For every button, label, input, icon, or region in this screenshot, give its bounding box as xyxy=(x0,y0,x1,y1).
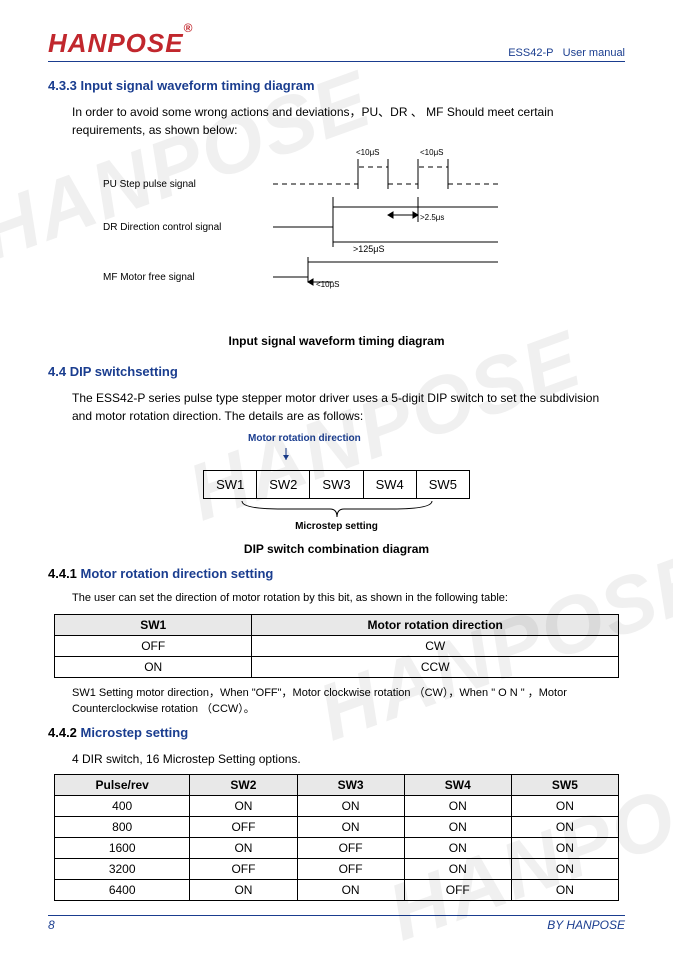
dip-top-arrow xyxy=(266,446,466,460)
brace-icon xyxy=(222,499,452,521)
section-num: 4.4.1 xyxy=(48,566,77,581)
dip-cell-sw3: SW3 xyxy=(310,471,363,498)
section-442-intro: 4 DIR switch, 16 Microstep Setting optio… xyxy=(72,750,619,768)
section-name: Microstep setting xyxy=(81,725,189,740)
section-44-intro: The ESS42-P series pulse type stepper mo… xyxy=(72,389,619,425)
dip-diagram: SW1 SW2 SW3 SW4 SW5 Microstep setting xyxy=(48,470,625,532)
dip-cell-sw1: SW1 xyxy=(204,471,257,498)
table-441-wrap: SW1 Motor rotation direction OFF CW ON C… xyxy=(54,614,619,678)
logo: HANPOSE® xyxy=(48,28,193,59)
header-right: ESS42-P User manual xyxy=(508,47,625,59)
timing-diagram: PU Step pulse signal DR Direction contro… xyxy=(98,147,578,317)
dip-cell-sw2: SW2 xyxy=(257,471,310,498)
microstep-label: Microstep setting xyxy=(48,521,625,532)
dip-top-label: Motor rotation direction xyxy=(248,433,625,444)
svg-text:<10μS: <10μS xyxy=(356,148,380,157)
section-441-intro: The user can set the direction of motor … xyxy=(72,591,619,606)
table-442-wrap: Pulse/rev SW2 SW3 SW4 SW5 400ONONONON 80… xyxy=(54,774,619,901)
dip-cell-sw4: SW4 xyxy=(364,471,417,498)
footer-by: BY HANPOSE xyxy=(547,918,625,932)
table-row: 3200OFFOFFONON xyxy=(55,859,619,880)
product-code: ESS42-P xyxy=(508,47,553,59)
table-row: Pulse/rev SW2 SW3 SW4 SW5 xyxy=(55,775,619,796)
table-row: 800OFFONONON xyxy=(55,817,619,838)
section-name: Input signal waveform timing diagram xyxy=(81,78,315,93)
logo-text: HANPOSE xyxy=(48,28,184,58)
dip-caption: DIP switch combination diagram xyxy=(48,542,625,556)
svg-text:<10μS: <10μS xyxy=(420,148,444,157)
th-sw1: SW1 xyxy=(55,615,252,636)
section-441-title: 4.4.1 Motor rotation direction setting xyxy=(48,566,625,581)
section-num: 4.3.3 xyxy=(48,78,77,93)
table-row: SW1 Motor rotation direction xyxy=(55,615,619,636)
section-name: DIP switchsetting xyxy=(70,364,178,379)
page-number: 8 xyxy=(48,918,55,932)
mf-label: MF Motor free signal xyxy=(103,272,195,283)
dip-cell-sw5: SW5 xyxy=(417,471,469,498)
section-44-title: 4.4 DIP switchsetting xyxy=(48,364,625,379)
table-row: 400ONONONON xyxy=(55,796,619,817)
svg-text:<10μS: <10μS xyxy=(316,280,340,289)
section-name: Motor rotation direction setting xyxy=(81,566,274,581)
header: HANPOSE® ESS42-P User manual xyxy=(48,28,625,62)
th-dir: Motor rotation direction xyxy=(252,615,619,636)
table-row: 1600ONOFFONON xyxy=(55,838,619,859)
table-442: Pulse/rev SW2 SW3 SW4 SW5 400ONONONON 80… xyxy=(54,774,619,901)
footer: 8 BY HANPOSE xyxy=(48,915,625,932)
section-433-title: 4.3.3 Input signal waveform timing diagr… xyxy=(48,78,625,93)
pu-label: PU Step pulse signal xyxy=(103,179,196,190)
section-num: 4.4 xyxy=(48,364,66,379)
table-441: SW1 Motor rotation direction OFF CW ON C… xyxy=(54,614,619,678)
section-num: 4.4.2 xyxy=(48,725,77,740)
logo-mark: ® xyxy=(184,21,194,35)
table-row: OFF CW xyxy=(55,636,619,657)
dip-row: SW1 SW2 SW3 SW4 SW5 xyxy=(203,470,470,499)
dr-label: DR Direction control signal xyxy=(103,222,221,233)
page: HANPOSE HANPOSE HANPOSE HANPOSE HANPOSE®… xyxy=(0,0,673,960)
table-row: 6400ONONOFFON xyxy=(55,880,619,901)
timing-caption: Input signal waveform timing diagram xyxy=(48,334,625,348)
doc-type: User manual xyxy=(563,47,625,59)
sw1-note: SW1 Setting motor direction，When "OFF"，M… xyxy=(72,686,619,717)
section-433-intro: In order to avoid some wrong actions and… xyxy=(72,103,619,139)
table-row: ON CCW xyxy=(55,657,619,678)
section-442-title: 4.4.2 Microstep setting xyxy=(48,725,625,740)
svg-text:>2.5μs: >2.5μs xyxy=(420,213,444,222)
svg-text:>125μS: >125μS xyxy=(353,244,384,254)
